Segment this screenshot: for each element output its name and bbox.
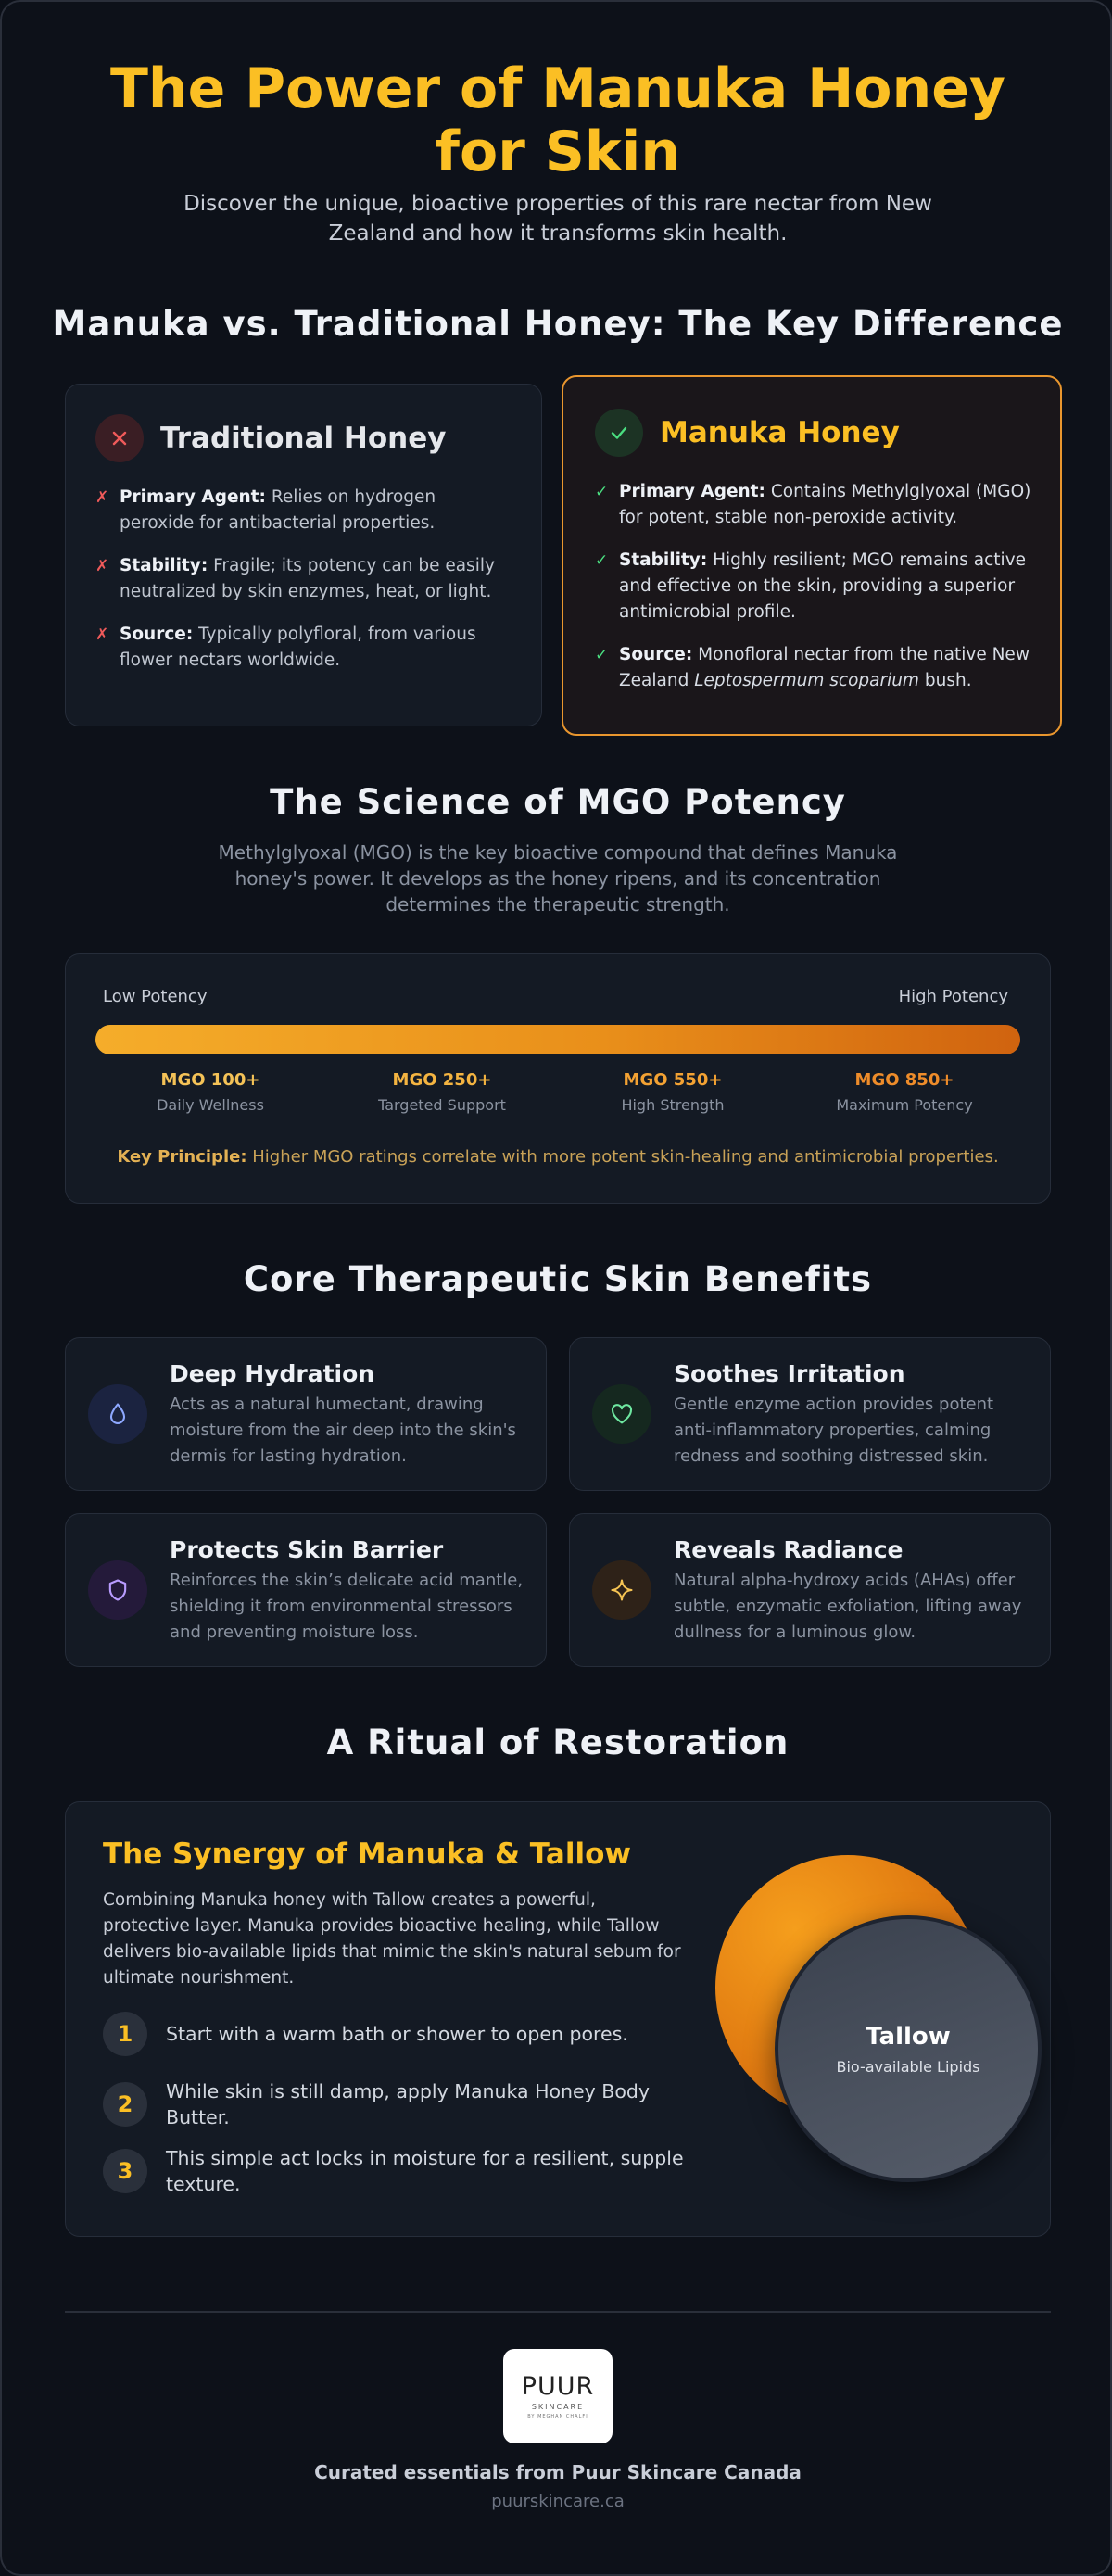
- benefit-title: Protects Skin Barrier: [170, 1536, 444, 1563]
- benefit-title: Soothes Irritation: [674, 1360, 905, 1387]
- step-text: While skin is still damp, apply Manuka H…: [166, 2080, 651, 2128]
- x-icon: [95, 414, 144, 462]
- tallow-circle: Tallow Bio-available Lipids: [775, 1915, 1042, 2182]
- benefit-card-soothes: Soothes Irritation Gentle enzyme action …: [569, 1337, 1051, 1491]
- list-item: ✓ Source: Monofloral nectar from the nati…: [595, 642, 1032, 694]
- step-number: 2: [103, 2082, 147, 2127]
- list-item: ✓ Primary Agent: Contains Methylglyoxal (…: [595, 479, 1032, 531]
- tier-description: Daily Wellness: [157, 1096, 264, 1114]
- traditional-honey-list: ✗ Primary Agent: Relies on hydrogen perox…: [95, 485, 513, 690]
- footer-website-link[interactable]: puurskincare.ca: [491, 2492, 625, 2511]
- benefit-description: Acts as a natural humectant, drawing moi…: [170, 1395, 516, 1466]
- key-principle: Key Principle: Higher MGO ratings correl…: [117, 1147, 999, 1167]
- check-mark-icon: ✓: [595, 646, 609, 664]
- comparison-title: Manuka vs. Traditional Honey: The Key Di…: [52, 304, 1064, 344]
- footer-tagline: Curated essentials from Puur Skincare Ca…: [314, 2461, 802, 2483]
- tallow-label: Tallow: [866, 2023, 951, 2051]
- low-potency-label: Low Potency: [103, 987, 208, 1006]
- puur-skincare-logo[interactable]: PUUR SKINCARE BY MEGHAN CHALFI: [503, 2349, 613, 2443]
- sparkle-icon: [592, 1560, 651, 1620]
- manuka-honey-title: Manuka Honey: [660, 416, 900, 449]
- step-text: Start with a warm bath or shower to open…: [166, 2023, 628, 2045]
- traditional-honey-header: Traditional Honey: [95, 414, 446, 462]
- step-number: 3: [103, 2149, 147, 2193]
- cross-mark-icon: ✗: [95, 488, 109, 507]
- benefit-title: Deep Hydration: [170, 1360, 375, 1387]
- tier-value: MGO 850+: [854, 1070, 954, 1090]
- benefit-card-barrier: Protects Skin Barrier Reinforces the ski…: [65, 1513, 547, 1667]
- tier-value: MGO 100+: [160, 1070, 260, 1090]
- tier-description: High Strength: [621, 1096, 725, 1114]
- check-mark-icon: ✓: [595, 483, 609, 501]
- benefits-title: Core Therapeutic Skin Benefits: [243, 1259, 873, 1299]
- benefit-description: Reinforces the skin’s delicate acid mant…: [170, 1571, 524, 1642]
- list-item: ✗ Stability: Fragile; its potency can be …: [95, 553, 513, 605]
- tier-value: MGO 250+: [392, 1070, 492, 1090]
- step-number: 1: [103, 2012, 147, 2056]
- benefit-card-radiance: Reveals Radiance Natural alpha-hydroxy a…: [569, 1513, 1051, 1667]
- potency-tier: MGO 250+ Targeted Support: [340, 1070, 544, 1114]
- page-subtitle: Discover the unique, bioactive propertie…: [183, 192, 932, 246]
- list-item: ✗ Source: Typically polyfloral, from vari…: [95, 622, 513, 674]
- ritual-step: 3 This simple act locks in moisture for …: [103, 2145, 714, 2197]
- potency-card: [65, 953, 1051, 1204]
- synergy-title: The Synergy of Manuka & Tallow: [103, 1837, 632, 1871]
- traditional-honey-card: Traditional Honey ✗ Primary Agent: Relies…: [65, 384, 542, 726]
- traditional-honey-title: Traditional Honey: [160, 422, 447, 455]
- droplet-icon: [88, 1384, 147, 1444]
- tier-value: MGO 550+: [623, 1070, 723, 1090]
- list-item: ✗ Primary Agent: Relies on hydrogen perox…: [95, 485, 513, 537]
- ritual-title: A Ritual of Restoration: [326, 1723, 790, 1762]
- footer-divider: [65, 2311, 1051, 2313]
- shield-icon: [88, 1560, 147, 1620]
- benefit-card-hydration: Deep Hydration Acts as a natural humecta…: [65, 1337, 547, 1491]
- potency-tier: MGO 850+ Maximum Potency: [802, 1070, 1006, 1114]
- cross-mark-icon: ✗: [95, 557, 109, 575]
- list-item: ✓ Stability: Highly resilient; MGO remain…: [595, 548, 1032, 625]
- check-mark-icon: ✓: [595, 551, 609, 570]
- science-title: The Science of MGO Potency: [270, 782, 846, 822]
- manuka-honey-list: ✓ Primary Agent: Contains Methylglyoxal (…: [595, 479, 1032, 711]
- benefit-description: Natural alpha-hydroxy acids (AHAs) offer…: [674, 1571, 1022, 1642]
- potency-gradient-bar: [95, 1025, 1020, 1054]
- step-text: This simple act locks in moisture for a …: [166, 2147, 684, 2195]
- tier-description: Maximum Potency: [836, 1096, 973, 1114]
- benefit-title: Reveals Radiance: [674, 1536, 904, 1563]
- benefit-description: Gentle enzyme action provides potent ant…: [674, 1395, 994, 1466]
- science-subtitle: Methylglyoxal (MGO) is the key bioactive…: [218, 841, 898, 915]
- synergy-description: Combining Manuka honey with Tallow creat…: [103, 1890, 681, 1988]
- manuka-honey-card: Manuka Honey ✓ Primary Agent: Contains Me…: [562, 375, 1062, 736]
- potency-tier: MGO 550+ High Strength: [571, 1070, 775, 1114]
- potency-tier: MGO 100+ Daily Wellness: [108, 1070, 312, 1114]
- manuka-honey-header: Manuka Honey: [595, 409, 900, 457]
- cross-mark-icon: ✗: [95, 625, 109, 644]
- ritual-step: 2 While skin is still damp, apply Manuka…: [103, 2078, 714, 2130]
- high-potency-label: High Potency: [898, 987, 1008, 1006]
- page-title: The Power of Manuka Honey for Skin: [109, 57, 1006, 184]
- heart-icon: [592, 1384, 651, 1444]
- tier-description: Targeted Support: [378, 1096, 506, 1114]
- ritual-step: 1 Start with a warm bath or shower to op…: [103, 2012, 714, 2056]
- check-icon: [595, 409, 643, 457]
- tallow-sublabel: Bio-available Lipids: [836, 2058, 980, 2076]
